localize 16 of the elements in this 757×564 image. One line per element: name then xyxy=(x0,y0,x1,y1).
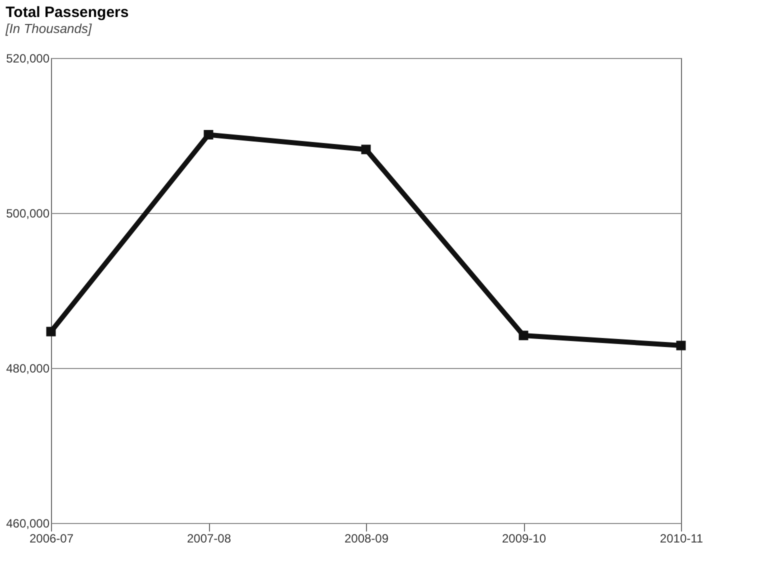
y-tick-label: 500,000 xyxy=(6,206,50,220)
point xyxy=(204,130,214,140)
x-tick-label: 2009-10 xyxy=(502,532,546,546)
x-tick-label: 2006-07 xyxy=(29,532,74,546)
x-tick-label: 2008-09 xyxy=(344,532,389,546)
chart-title: Total Passengers xyxy=(6,4,129,21)
x-tick-label: 2007-08 xyxy=(186,532,232,546)
point xyxy=(46,326,56,336)
y-tick-label: 520,000 xyxy=(6,52,50,66)
x-tick-label: 2010-11 xyxy=(660,532,704,546)
point xyxy=(676,340,686,350)
point xyxy=(518,330,528,340)
y-tick-label: 480,000 xyxy=(6,362,50,376)
y-tick-label: 460,000 xyxy=(6,516,50,530)
point xyxy=(361,144,371,154)
chart-subtitle: [In Thousands] xyxy=(4,21,92,36)
